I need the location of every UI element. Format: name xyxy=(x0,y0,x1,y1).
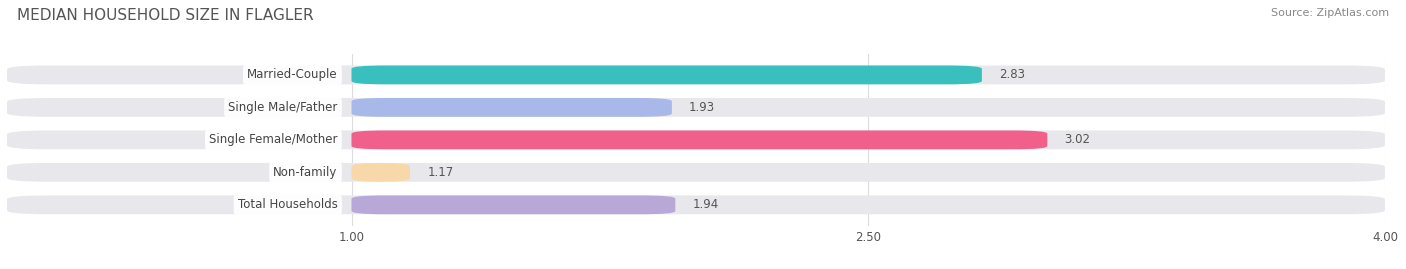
FancyBboxPatch shape xyxy=(7,195,1385,214)
Text: Total Households: Total Households xyxy=(238,198,337,211)
FancyBboxPatch shape xyxy=(352,98,672,117)
Text: Single Male/Father: Single Male/Father xyxy=(228,101,337,114)
FancyBboxPatch shape xyxy=(352,65,981,84)
Text: Non-family: Non-family xyxy=(273,166,337,179)
Text: 1.93: 1.93 xyxy=(689,101,716,114)
Text: 2.83: 2.83 xyxy=(1000,68,1025,82)
FancyBboxPatch shape xyxy=(352,195,675,214)
FancyBboxPatch shape xyxy=(7,130,1385,149)
FancyBboxPatch shape xyxy=(7,163,1385,182)
FancyBboxPatch shape xyxy=(7,65,1385,84)
FancyBboxPatch shape xyxy=(352,163,411,182)
Text: 3.02: 3.02 xyxy=(1064,133,1091,146)
Text: MEDIAN HOUSEHOLD SIZE IN FLAGLER: MEDIAN HOUSEHOLD SIZE IN FLAGLER xyxy=(17,8,314,23)
FancyBboxPatch shape xyxy=(352,130,1047,149)
Text: Married-Couple: Married-Couple xyxy=(247,68,337,82)
Text: 1.94: 1.94 xyxy=(693,198,718,211)
Text: Single Female/Mother: Single Female/Mother xyxy=(209,133,337,146)
Text: 1.17: 1.17 xyxy=(427,166,454,179)
Text: Source: ZipAtlas.com: Source: ZipAtlas.com xyxy=(1271,8,1389,18)
FancyBboxPatch shape xyxy=(7,98,1385,117)
